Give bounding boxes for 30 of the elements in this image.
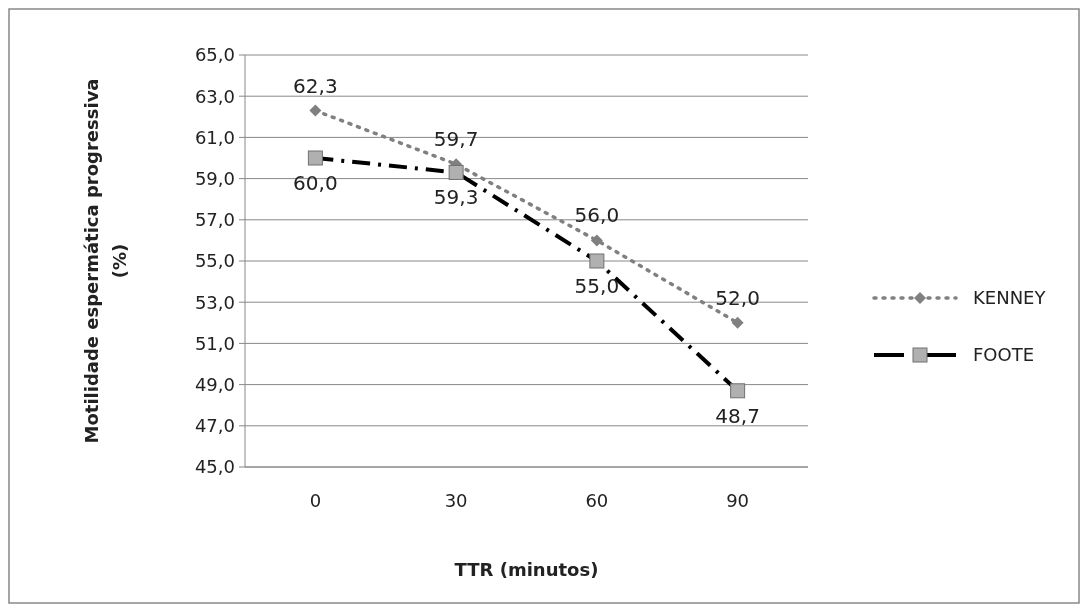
data-label: 55,0	[574, 274, 620, 298]
x-axis-title: TTR (minutos)	[454, 559, 599, 580]
y-tick-label: 51,0	[194, 332, 235, 354]
y-tick-label: 45,0	[194, 456, 235, 478]
x-tick-label: 0	[309, 490, 322, 511]
data-label: 56,0	[574, 203, 620, 228]
data-label: 62,3	[293, 73, 338, 98]
y-tick-label: 57,0	[194, 209, 235, 231]
x-tick-label: 90	[726, 490, 750, 511]
data-label: 59,3	[433, 185, 479, 210]
y-tick-label: 53,0	[194, 291, 235, 313]
data-label: 59,7	[433, 127, 479, 152]
y-tick-label: 59,0	[194, 167, 235, 189]
x-tick-label: 60	[585, 490, 609, 511]
legend-label: KENNEY	[973, 287, 1047, 309]
data-label: 60,0	[293, 171, 338, 195]
x-tick-label: 30	[444, 490, 468, 511]
y-tick-label: 49,0	[194, 373, 235, 395]
y-tick-label: 55,0	[194, 250, 235, 272]
y-tick-label: 65,0	[194, 44, 235, 66]
y-tick-label: 47,0	[194, 415, 235, 437]
point	[590, 234, 603, 247]
point	[731, 316, 744, 329]
point	[309, 104, 322, 117]
data-label: 52,0	[715, 285, 760, 310]
legend-label: FOOTE	[973, 344, 1035, 366]
y-tick-label: 61,0	[194, 126, 235, 148]
data-label: 48,7	[715, 403, 760, 428]
y-axis-title: Motilidade espermática progressiva (%)	[81, 78, 130, 444]
y-tick-label: 63,0	[194, 85, 235, 107]
